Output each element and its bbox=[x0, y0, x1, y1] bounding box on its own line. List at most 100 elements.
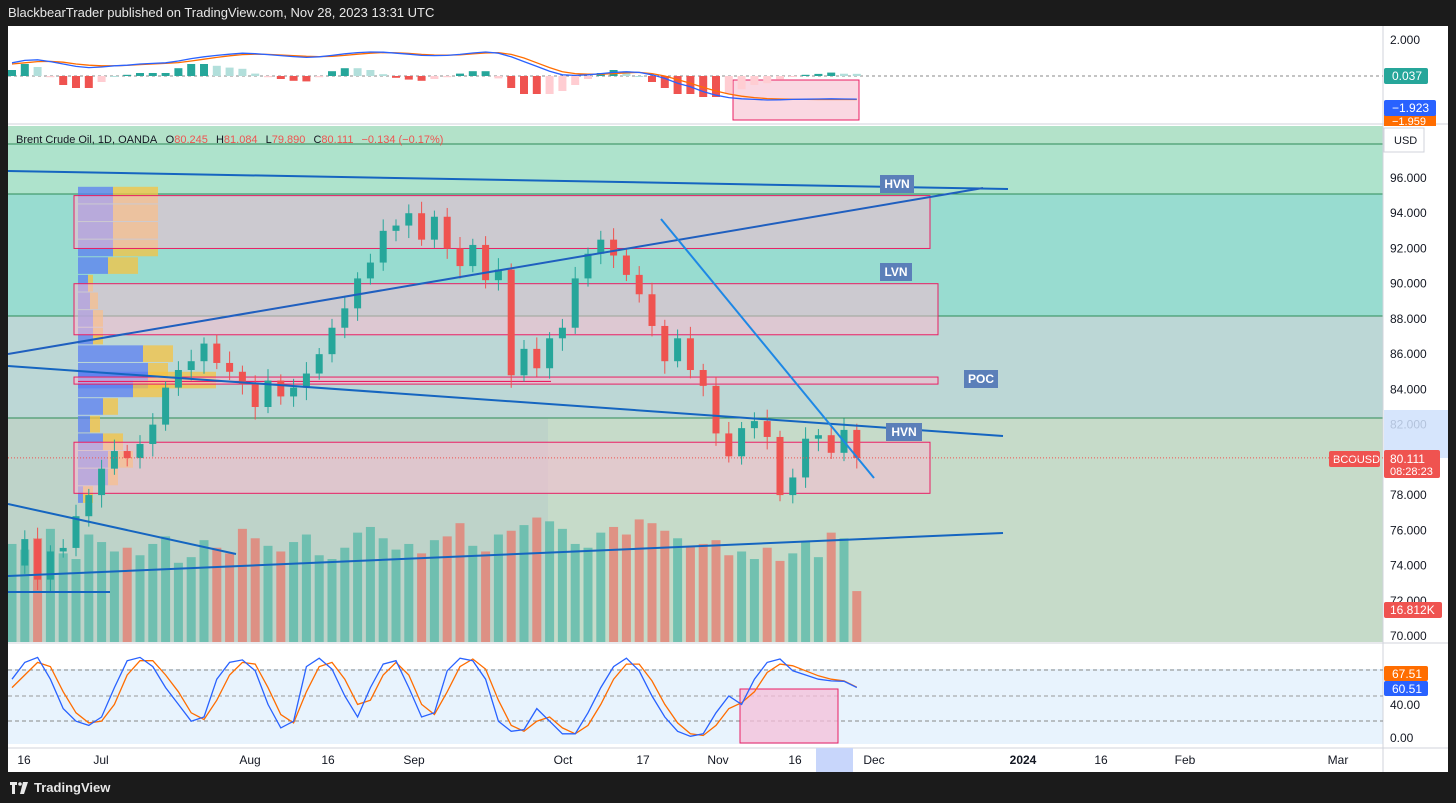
candle-down[interactable] bbox=[507, 269, 515, 376]
candle-up[interactable] bbox=[354, 278, 362, 309]
candle-up[interactable] bbox=[392, 225, 400, 231]
chart-canvas[interactable]: HVN LVN POC HVN Brent Crude Oil, 1D, OAN… bbox=[7, 26, 1448, 772]
trendline-rising[interactable] bbox=[7, 187, 984, 355]
zone-box[interactable] bbox=[73, 283, 939, 336]
candle-down[interactable] bbox=[456, 248, 464, 267]
candle-up[interactable] bbox=[72, 516, 80, 548]
candle-up[interactable] bbox=[558, 327, 566, 339]
trendline-descending[interactable] bbox=[660, 218, 875, 479]
candle-up[interactable] bbox=[136, 443, 144, 459]
candle-down[interactable] bbox=[686, 338, 694, 371]
trendlines bbox=[7, 170, 1009, 593]
macd-hist-bar bbox=[673, 76, 682, 94]
candle-up[interactable] bbox=[494, 269, 502, 281]
stoch-band bbox=[8, 669, 1383, 744]
time-axis[interactable]: 16 Jul Aug 16 Sep Oct 17 Nov 16 Dec 2024 16 Feb Mar bbox=[17, 753, 1348, 767]
candle-up[interactable] bbox=[379, 230, 387, 263]
candle-up[interactable] bbox=[187, 361, 195, 371]
candle-down[interactable] bbox=[251, 384, 259, 407]
candle-down[interactable] bbox=[123, 451, 131, 459]
symbol-tag bbox=[1329, 451, 1380, 467]
candle-up[interactable] bbox=[200, 343, 208, 362]
candle-up[interactable] bbox=[405, 213, 413, 226]
candle-up[interactable] bbox=[21, 539, 29, 566]
candle-up[interactable] bbox=[750, 421, 758, 429]
volume-bar bbox=[365, 526, 375, 642]
profile-up bbox=[78, 486, 83, 503]
candle-down[interactable] bbox=[533, 348, 541, 369]
candle-up[interactable] bbox=[162, 387, 170, 425]
candle-down[interactable] bbox=[418, 213, 426, 240]
candle-down[interactable] bbox=[443, 216, 451, 249]
candle-up[interactable] bbox=[789, 477, 797, 496]
candle-up[interactable] bbox=[98, 468, 106, 496]
candle-down[interactable] bbox=[853, 429, 861, 459]
zone-box[interactable] bbox=[73, 441, 931, 494]
candle-up[interactable] bbox=[430, 216, 438, 240]
candle-down[interactable] bbox=[725, 433, 733, 457]
candle-down[interactable] bbox=[763, 421, 771, 437]
candle-down[interactable] bbox=[827, 435, 835, 453]
trendline-bottom[interactable] bbox=[7, 532, 1004, 577]
candle-up[interactable] bbox=[85, 495, 93, 517]
tradingview-logo[interactable]: TradingView bbox=[10, 780, 110, 795]
candle-up[interactable] bbox=[597, 239, 605, 254]
candle-up[interactable] bbox=[366, 262, 374, 279]
candle-up[interactable] bbox=[738, 428, 746, 457]
candle-up[interactable] bbox=[571, 278, 579, 328]
candle-up[interactable] bbox=[328, 327, 336, 355]
candle-up[interactable] bbox=[302, 373, 310, 388]
volume-bar bbox=[506, 530, 516, 642]
zone-box[interactable] bbox=[73, 195, 931, 249]
macd-hist-bar bbox=[161, 73, 170, 76]
candle-up[interactable] bbox=[674, 338, 682, 362]
macd-hist-bar bbox=[225, 67, 234, 76]
candle-up[interactable] bbox=[814, 435, 822, 439]
time-tick: Feb bbox=[1175, 753, 1196, 767]
candle-up[interactable] bbox=[110, 451, 118, 469]
candle-up[interactable] bbox=[149, 424, 157, 444]
candle-down[interactable] bbox=[712, 385, 720, 434]
profile-up bbox=[78, 415, 90, 433]
currency-box[interactable] bbox=[1383, 127, 1425, 153]
candle-up[interactable] bbox=[546, 338, 554, 369]
candle-down[interactable] bbox=[622, 255, 630, 275]
volume-bar bbox=[711, 540, 721, 642]
volume-bar bbox=[724, 555, 734, 642]
candle-up[interactable] bbox=[46, 551, 54, 580]
candle-up[interactable] bbox=[469, 244, 477, 267]
candle-down[interactable] bbox=[635, 274, 643, 295]
candle-down[interactable] bbox=[648, 294, 656, 326]
candle-down[interactable] bbox=[226, 362, 234, 372]
candle-up[interactable] bbox=[520, 348, 528, 376]
stoch-k-line bbox=[11, 656, 858, 737]
candle-up[interactable] bbox=[290, 387, 298, 397]
candle-down[interactable] bbox=[277, 380, 285, 397]
candle-up[interactable] bbox=[59, 547, 67, 552]
candle-down[interactable] bbox=[699, 370, 707, 386]
candle-down[interactable] bbox=[238, 371, 246, 385]
volume-bar bbox=[545, 521, 555, 642]
candle-up[interactable] bbox=[802, 438, 810, 478]
candle-down[interactable] bbox=[213, 343, 221, 363]
candle-up[interactable] bbox=[264, 380, 272, 407]
macd-hist-bar bbox=[238, 68, 247, 76]
candle-down[interactable] bbox=[776, 436, 784, 496]
volume-bar bbox=[570, 543, 580, 642]
macd-hist-bar bbox=[33, 67, 42, 76]
macd-hist-bar bbox=[97, 76, 106, 82]
candle-up[interactable] bbox=[341, 308, 349, 328]
candle-up[interactable] bbox=[584, 253, 592, 279]
trendline-top[interactable] bbox=[7, 170, 1009, 190]
candle-down[interactable] bbox=[661, 325, 669, 362]
candle-down[interactable] bbox=[34, 539, 42, 580]
macd-hist-bar bbox=[840, 73, 848, 76]
candle-down[interactable] bbox=[482, 244, 490, 281]
volume-bar bbox=[250, 538, 260, 642]
trendline-middle[interactable] bbox=[7, 365, 1004, 437]
trendline-wedge-upper[interactable] bbox=[7, 503, 237, 555]
candle-down[interactable] bbox=[610, 239, 618, 256]
time-tick: Jul bbox=[93, 753, 108, 767]
candle-up[interactable] bbox=[315, 354, 323, 374]
zone-box[interactable] bbox=[73, 376, 939, 385]
